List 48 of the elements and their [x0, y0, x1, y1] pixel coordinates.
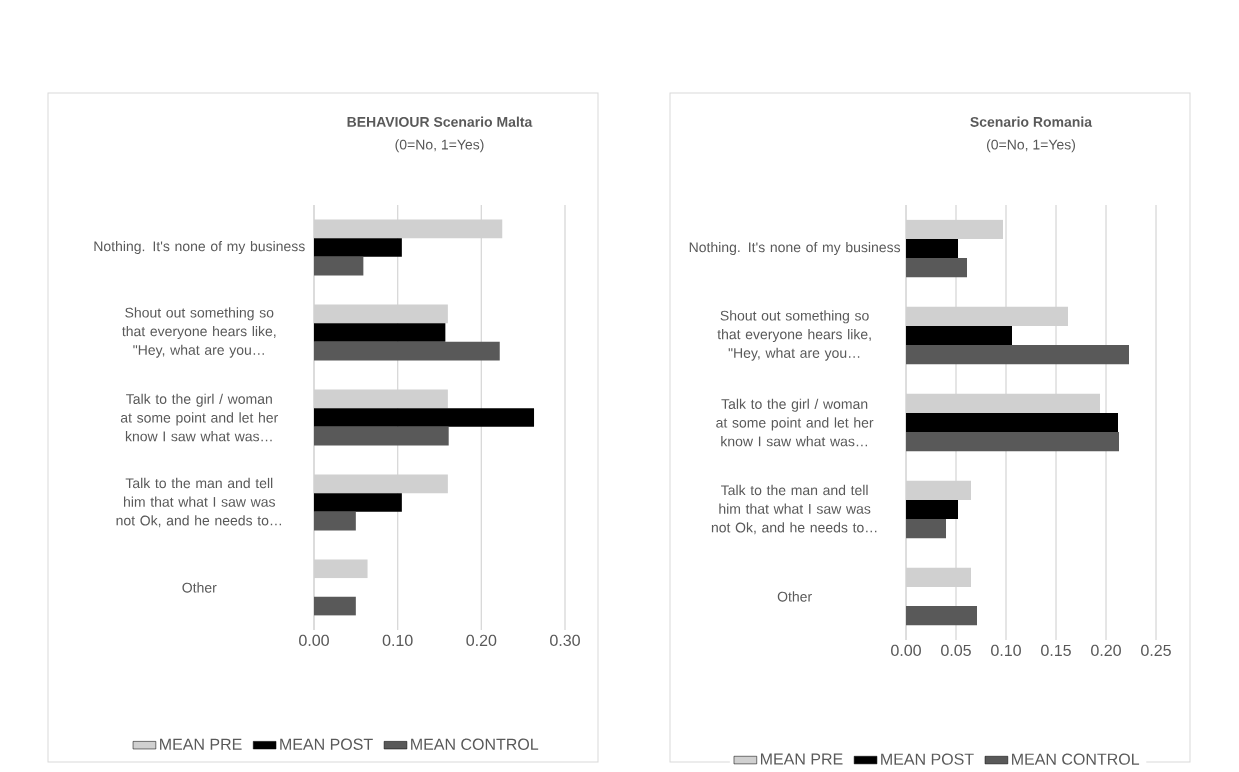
- bar: [906, 432, 1120, 452]
- chart-title: Scenario Romania: [970, 116, 1093, 127]
- y-tick-label: Talk to the man and tell him that what I saw was not Ok, and he needs to…: [711, 484, 877, 535]
- x-tick-label: 0.05: [941, 644, 971, 657]
- legend-label: MEAN POST: [881, 753, 974, 765]
- legend-label: MEAN POST: [280, 738, 373, 750]
- legend-label: MEAN CONTROL: [411, 738, 539, 750]
- y-tick-label: Nothing. It's none of my business: [94, 240, 305, 255]
- x-tick-label: 0.25: [1141, 644, 1171, 657]
- x-tick-label: 0.20: [466, 634, 497, 647]
- x-tick-label: 0.00: [891, 644, 921, 657]
- bar: [906, 519, 947, 539]
- chart-subtitle: (0=No, 1=Yes): [986, 139, 1076, 153]
- y-tick-label: Other: [777, 591, 812, 602]
- bar: [314, 323, 446, 342]
- legend-label: MEAN PRE: [760, 753, 843, 765]
- y-tick-label: Talk to the man and tell him that what I saw was not Ok, and he needs to…: [116, 477, 282, 528]
- bar: [314, 408, 535, 427]
- y-tick-label: Talk to the girl / woman at some point and let her know I saw what was…: [716, 398, 874, 447]
- y-tick-label: Other: [182, 582, 217, 593]
- bar: [906, 258, 968, 278]
- legend-label: MEAN CONTROL: [1012, 753, 1140, 765]
- x-tick-label: 0.10: [991, 644, 1021, 657]
- bar: [314, 256, 364, 276]
- bar: [906, 238, 959, 259]
- x-tick-label: 0.15: [1041, 644, 1071, 657]
- y-tick-label: Talk to the girl / woman at some point and let her know I saw what was…: [120, 393, 279, 442]
- bar: [906, 499, 959, 520]
- bar: [906, 412, 1119, 433]
- chart-subtitle: (0=No, 1=Yes): [395, 139, 484, 153]
- x-tick-label: 0.10: [382, 634, 413, 647]
- y-tick-label: Shout out something so that everyone hears like, "Hey, what are you…: [122, 307, 276, 358]
- bar: [906, 606, 978, 626]
- bar: [314, 493, 402, 512]
- x-tick-label: 0.20: [1091, 644, 1121, 657]
- legend-label: MEAN PRE: [160, 738, 242, 750]
- y-tick-label: Shout out something so that everyone hears like, "Hey, what are you…: [717, 310, 871, 361]
- bar: [314, 238, 402, 257]
- y-tick-label: Nothing. It's none of my business: [689, 241, 901, 256]
- bar: [314, 341, 500, 361]
- bar: [906, 345, 1130, 365]
- chart-title: BEHAVIOUR Scenario Malta: [347, 116, 533, 127]
- bar: [314, 511, 356, 531]
- x-tick-label: 0.30: [550, 634, 580, 647]
- bar: [314, 596, 356, 616]
- bar: [314, 426, 449, 446]
- x-tick-label: 0.00: [299, 634, 329, 647]
- bar: [906, 325, 1013, 346]
